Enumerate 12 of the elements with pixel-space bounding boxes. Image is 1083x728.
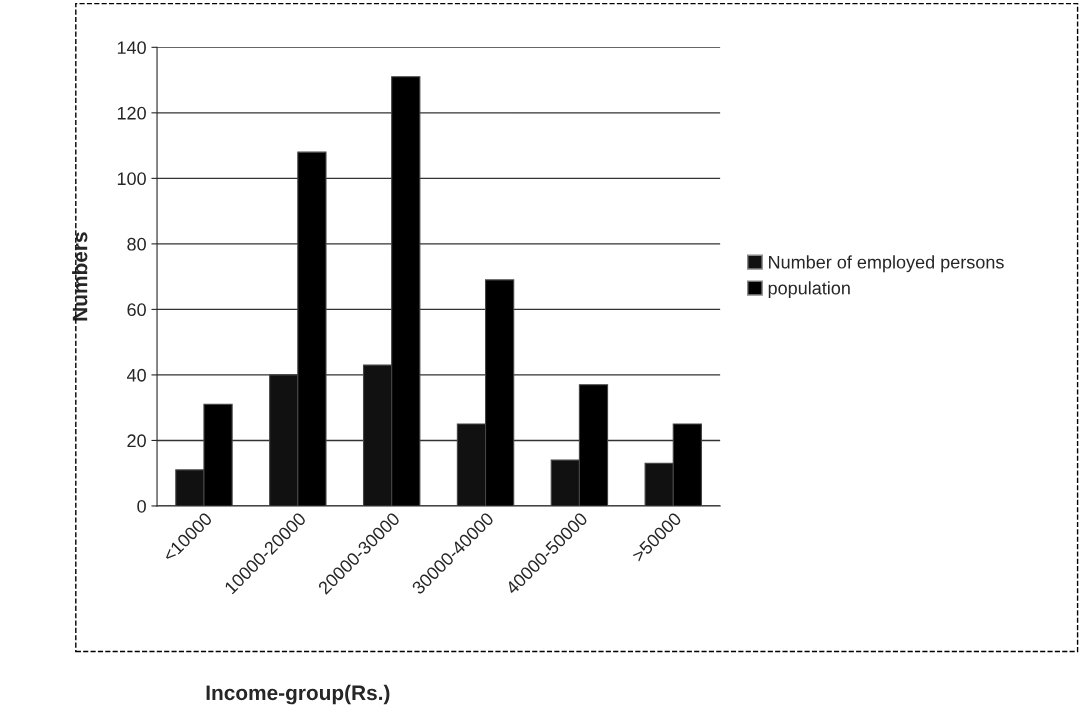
legend-label: population [768, 281, 850, 299]
y-tick-label: 0 [137, 499, 146, 513]
y-tick-label: 80 [127, 237, 146, 251]
y-tick-label: 20 [127, 434, 146, 448]
y-tick-label: 120 [117, 106, 146, 120]
y-tick-label: 100 [117, 172, 146, 186]
y-axis-title: Numbers [72, 232, 88, 321]
y-tick-label: 60 [127, 303, 146, 317]
legend-label: Number of employed persons [769, 255, 1004, 273]
x-axis-title: Income-group(Rs.) [206, 684, 390, 705]
y-tick-label: 140 [117, 41, 146, 55]
y-tick-label: 40 [126, 368, 146, 382]
